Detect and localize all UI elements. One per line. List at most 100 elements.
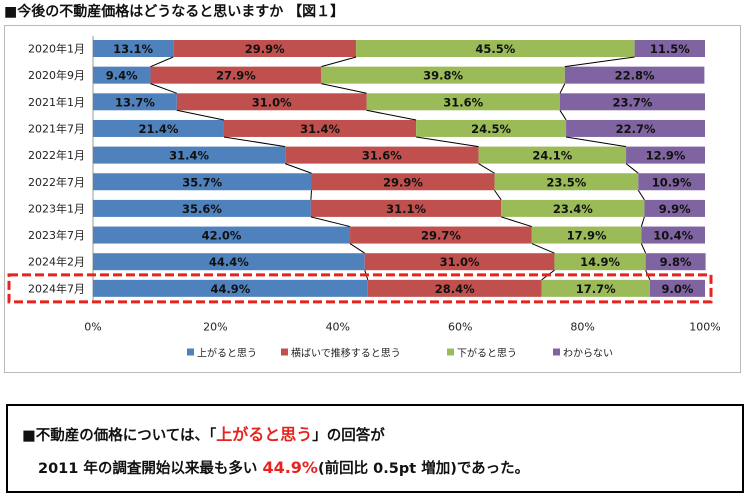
- bar-segment: [93, 93, 177, 111]
- data-label: 29.9%: [383, 175, 423, 189]
- bar-segment: [310, 199, 502, 217]
- series-connector-line: [531, 243, 555, 254]
- bar-segment: [93, 199, 311, 217]
- data-label: 9.8%: [660, 255, 692, 269]
- series-connector-line: [349, 243, 366, 254]
- chart-frame: 2020年1月 13.1% 29.9% 45.5% 11.5% 2020年9月 9.4% 27…: [4, 25, 741, 373]
- data-label: 14.9%: [580, 255, 620, 269]
- category-label: 2022年7月: [28, 175, 85, 189]
- series-connector-line: [284, 163, 312, 174]
- data-label: 44.9%: [210, 282, 250, 296]
- data-label: 17.9%: [567, 229, 607, 243]
- series-connector-line: [223, 136, 286, 148]
- data-label: 29.7%: [421, 229, 461, 243]
- category-label: 2021年7月: [28, 121, 85, 135]
- bar-segment: [93, 66, 151, 84]
- data-label: 13.1%: [113, 42, 153, 56]
- data-label: 23.7%: [613, 95, 653, 109]
- legend-swatch: [447, 348, 454, 356]
- summary-callout: ■不動産の価格については、「上がると思う」の回答が 2011 年の調査開始以来最…: [6, 404, 744, 493]
- data-label: 35.6%: [182, 202, 222, 216]
- data-label: 28.4%: [435, 282, 475, 296]
- bar-segment: [634, 40, 705, 57]
- stacked-bar-chart: 2020年1月 13.1% 29.9% 45.5% 11.5% 2020年9月 9.4% 27…: [7, 36, 721, 360]
- series-connector-line: [564, 56, 635, 68]
- data-label: 31.1%: [386, 202, 426, 216]
- bar-segment: [644, 199, 705, 217]
- bar-segment: [150, 66, 322, 84]
- category-label: 2020年1月: [28, 42, 85, 56]
- bar-segment: [176, 93, 367, 111]
- bar-segment: [566, 119, 705, 137]
- callout-line-2-prefix: 2011 年の調査開始以来最も多い: [38, 461, 263, 477]
- data-label: 9.9%: [659, 202, 691, 216]
- bar-segment: [311, 173, 495, 191]
- data-label: 31.0%: [440, 255, 480, 269]
- bar-segment: [364, 253, 555, 271]
- series-connector-line: [416, 136, 479, 148]
- bar-segment: [645, 253, 706, 271]
- category-label: 2024年2月: [28, 255, 85, 269]
- data-label: 24.5%: [471, 122, 511, 136]
- bar-segment: [541, 279, 650, 297]
- bar-segment: [366, 93, 560, 111]
- bar-segment: [93, 279, 368, 297]
- callout-line-2: 2011 年の調査開始以来最も多い 44.9%(前回比 0.5pt 増加)であっ…: [38, 458, 529, 479]
- data-label: 22.8%: [615, 69, 655, 83]
- series-connector-line: [366, 109, 417, 121]
- bar-segment: [350, 226, 532, 244]
- data-label: 13.7%: [115, 95, 155, 109]
- series-connector-line: [501, 216, 532, 228]
- series-connector-line: [559, 110, 567, 121]
- x-tick-label: 40%: [326, 321, 350, 334]
- category-label: 2021年1月: [28, 95, 85, 109]
- data-label: 39.8%: [423, 69, 463, 83]
- page-title: ■今後の不動産価格はどうなると思いますか 【図１】: [4, 4, 345, 20]
- bar-segment: [173, 40, 357, 57]
- data-label: 31.0%: [252, 95, 292, 109]
- callout-line-2-suffix: (前回比 0.5pt 増加)であった。: [317, 461, 530, 477]
- data-label: 12.9%: [646, 149, 686, 163]
- series-connector-line: [150, 83, 178, 94]
- series-connector-line: [640, 243, 647, 254]
- series-connector-line: [321, 56, 357, 68]
- legend-label: 下がると思う: [457, 347, 517, 360]
- data-label: 9.0%: [662, 282, 694, 296]
- series-connector-line: [637, 189, 645, 201]
- bar-segment: [478, 146, 627, 164]
- bar-segment: [93, 253, 365, 271]
- legend-swatch: [281, 348, 288, 356]
- data-label: 24.1%: [532, 149, 572, 163]
- x-tick-label: 20%: [203, 321, 227, 334]
- series-connector-line: [640, 216, 645, 227]
- series-connector-line: [310, 216, 351, 228]
- bar-segment: [638, 173, 705, 191]
- x-tick-label: 80%: [570, 321, 594, 334]
- bar-segment: [494, 173, 639, 191]
- data-label: 21.4%: [139, 122, 179, 136]
- data-label: 9.4%: [106, 69, 138, 83]
- callout-line-1-prefix: ■不動産の価格については、「: [22, 428, 217, 444]
- data-label: 11.5%: [650, 42, 690, 56]
- bar-segment: [321, 66, 565, 84]
- data-label: 29.9%: [245, 42, 285, 56]
- bar-segment: [626, 146, 705, 164]
- series-connector-line: [625, 163, 639, 174]
- series-connector-line: [310, 190, 312, 200]
- legend-swatch: [187, 348, 194, 356]
- bar-segment: [649, 279, 705, 297]
- series-connector-line: [478, 163, 495, 174]
- category-label: 2020年9月: [28, 68, 85, 82]
- series-connector-line: [565, 136, 627, 148]
- data-label: 42.0%: [202, 229, 242, 243]
- data-label: 31.4%: [169, 149, 209, 163]
- series-connector-line: [150, 56, 174, 68]
- bar-segment: [501, 199, 645, 217]
- x-tick-label: 100%: [689, 321, 720, 334]
- bar-segment: [367, 279, 542, 297]
- category-label: 2024年7月: [28, 281, 85, 295]
- data-label: 44.4%: [209, 255, 249, 269]
- series-connector-line: [559, 83, 566, 94]
- data-label: 45.5%: [475, 42, 515, 56]
- x-tick-label: 0%: [84, 321, 101, 334]
